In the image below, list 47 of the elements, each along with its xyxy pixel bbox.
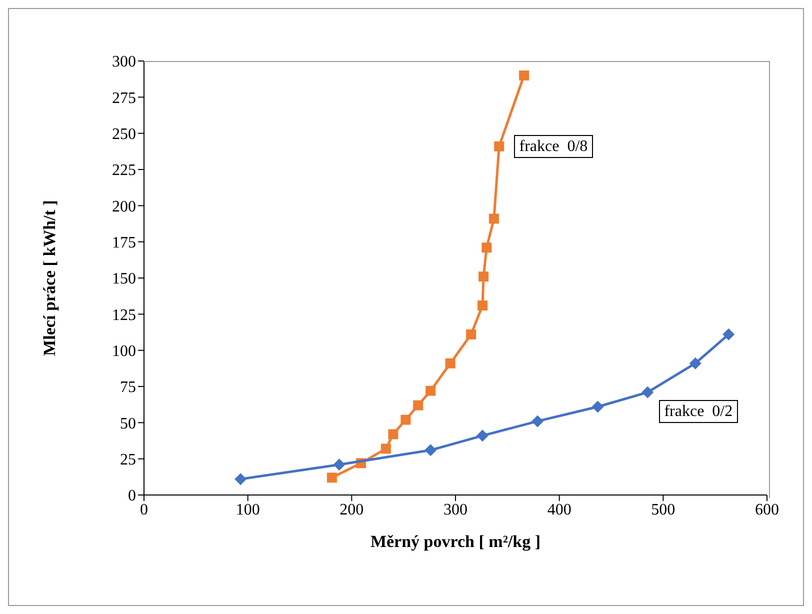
x-tick-label: 300 [444,501,468,518]
point [424,444,437,456]
point [532,415,544,428]
x-tick-label: 500 [651,501,676,518]
y-tick-label: 275 [112,90,136,107]
point [478,272,489,282]
series-label: frakce 0/2 [659,400,738,424]
x-tick-label: 0 [140,501,148,518]
y-tick-label: 225 [112,162,136,180]
point [477,300,488,310]
series-label: frakce 0/8 [514,134,593,158]
y-tick-label: 300 [112,54,136,71]
x-tick-label: 200 [340,501,364,518]
y-tick-label: 175 [112,234,136,252]
point [519,70,530,80]
point [333,458,346,471]
point [400,414,411,425]
y-tick-label: 50 [120,415,136,432]
point [482,242,492,253]
y-tick-label: 250 [112,126,136,144]
y-tick-label: 25 [120,452,136,469]
point [388,429,398,440]
y-tick-label: 100 [112,343,136,360]
y-tick-label: 200 [112,198,136,216]
point [426,386,436,396]
point [642,386,654,398]
x-axis-title: Měrný povrch [ m²/kg ] [370,532,541,551]
point [380,444,391,454]
point [445,358,456,368]
point [494,141,504,152]
point [488,214,499,224]
point [234,473,247,486]
point [413,400,424,410]
y-axis-title: Mlecí práce [ kWh/t ] [40,200,60,356]
point [689,357,702,370]
y-tick-label: 75 [120,379,136,396]
point [466,329,476,340]
y-tick-label: 0 [128,488,136,505]
x-tick-label: 600 [755,501,779,518]
point [326,472,337,483]
y-tick-label: 150 [112,270,136,288]
point [476,430,488,442]
point [722,328,735,340]
y-tick-label: 125 [112,306,136,324]
x-tick-label: 100 [236,501,260,518]
point [592,400,604,413]
x-tick-label: 400 [547,501,572,518]
